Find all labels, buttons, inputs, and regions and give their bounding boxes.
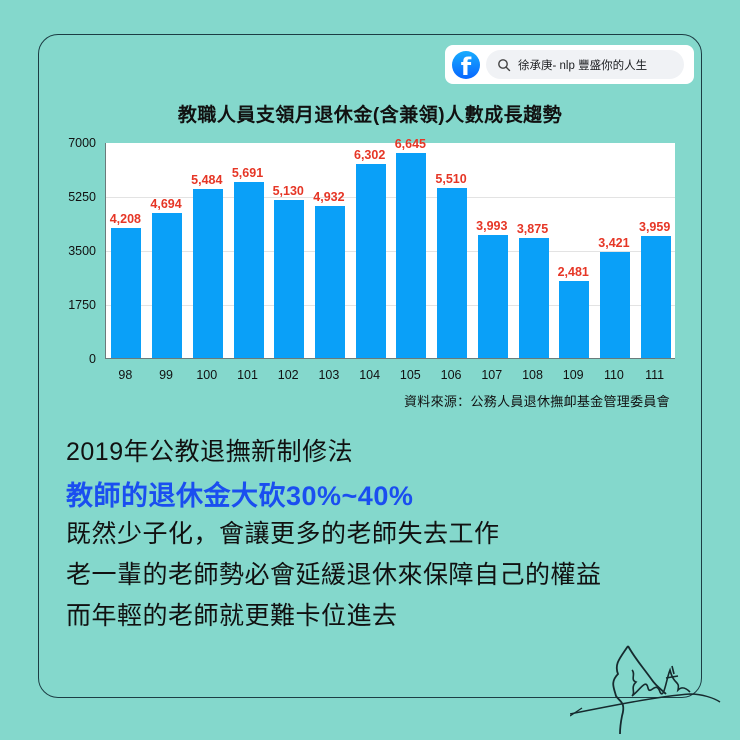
x-tick-label: 100 bbox=[196, 368, 218, 382]
y-tick-label: 1750 bbox=[68, 298, 96, 312]
y-tick-label: 7000 bbox=[68, 136, 96, 150]
bar-value-label: 6,645 bbox=[394, 136, 426, 151]
x-tick-label: 107 bbox=[481, 368, 503, 382]
y-tick-label: 5250 bbox=[68, 190, 96, 204]
bar-value-label: 5,484 bbox=[191, 172, 223, 187]
bar-106 bbox=[437, 187, 468, 358]
bar-101 bbox=[233, 182, 264, 358]
gridline bbox=[106, 197, 675, 198]
y-tick-label: 0 bbox=[89, 352, 96, 366]
gridline bbox=[106, 251, 675, 252]
bar-107 bbox=[477, 234, 508, 358]
x-tick-label: 108 bbox=[522, 368, 543, 382]
x-tick-label: 102 bbox=[277, 368, 299, 382]
signature bbox=[570, 645, 721, 735]
facebook-page-name: 徐承庚- nlp 豐盛你的人生 bbox=[518, 59, 648, 72]
bar-109 bbox=[559, 281, 590, 358]
text-line-5: 而年輕的老師就更難卡位進去 bbox=[66, 602, 398, 630]
bar-110 bbox=[599, 252, 630, 358]
bar-value-label: 4,208 bbox=[109, 212, 141, 227]
bar-value-label: 6,302 bbox=[354, 147, 386, 162]
bar-value-label: 4,932 bbox=[313, 189, 345, 204]
bar-value-label: 3,421 bbox=[598, 236, 630, 251]
text-line-4: 老一輩的老師勢必會延緩退休來保障自己的權益 bbox=[66, 561, 602, 589]
facebook-page-bar[interactable]: f 徐承庚- nlp 豐盛你的人生 bbox=[445, 45, 694, 84]
search-icon bbox=[498, 58, 511, 71]
facebook-logo-icon: f bbox=[452, 50, 480, 81]
card-frame bbox=[38, 34, 702, 698]
bar-103 bbox=[314, 205, 345, 358]
x-tick-label: 103 bbox=[318, 368, 340, 382]
bar-104 bbox=[355, 163, 386, 358]
plot-area bbox=[105, 143, 675, 359]
bar-100 bbox=[192, 188, 223, 358]
bar-102 bbox=[274, 199, 305, 358]
x-tick-label: 110 bbox=[603, 368, 624, 382]
x-tick-label: 106 bbox=[440, 368, 462, 382]
bar-value-label: 5,130 bbox=[272, 183, 304, 198]
text-line-1: 2019年公教退撫新制修法 bbox=[66, 438, 354, 466]
x-tick-label: 111 bbox=[645, 368, 665, 382]
x-tick-label: 109 bbox=[562, 368, 584, 382]
bar-value-label: 5,691 bbox=[231, 166, 264, 181]
x-tick-label: 104 bbox=[359, 368, 381, 382]
bar-value-label: 3,993 bbox=[476, 218, 508, 233]
gridline bbox=[106, 305, 675, 306]
bar-98 bbox=[111, 228, 142, 358]
data-source-note: 資料來源：公務人員退休撫卹基金管理委員會 bbox=[403, 394, 670, 409]
bar-99 bbox=[152, 213, 183, 358]
y-tick-label: 3500 bbox=[68, 244, 96, 258]
chart-title: 教職人員支領月退休金(含兼領)人數成長趨勢 bbox=[177, 105, 563, 126]
bar-value-label: 2,481 bbox=[557, 265, 589, 280]
text-line-highlight: 教師的退休金大砍30%~40% bbox=[66, 481, 414, 511]
x-tick-label: 101 bbox=[237, 368, 258, 382]
bar-111 bbox=[640, 235, 671, 358]
x-tick-label: 98 bbox=[118, 368, 133, 382]
x-tick-label: 99 bbox=[159, 368, 174, 382]
bar-value-label: 5,510 bbox=[435, 171, 467, 186]
x-tick-label: 105 bbox=[399, 368, 421, 382]
text-line-3: 既然少子化，會讓更多的老師失去工作 bbox=[66, 520, 500, 548]
bar-105 bbox=[396, 152, 427, 358]
facebook-search-box[interactable]: 徐承庚- nlp 豐盛你的人生 bbox=[486, 50, 684, 79]
bar-value-label: 4,694 bbox=[150, 197, 182, 212]
bar-value-label: 3,959 bbox=[639, 219, 671, 234]
bar-value-label: 3,875 bbox=[516, 222, 549, 237]
bar-108 bbox=[518, 238, 549, 358]
